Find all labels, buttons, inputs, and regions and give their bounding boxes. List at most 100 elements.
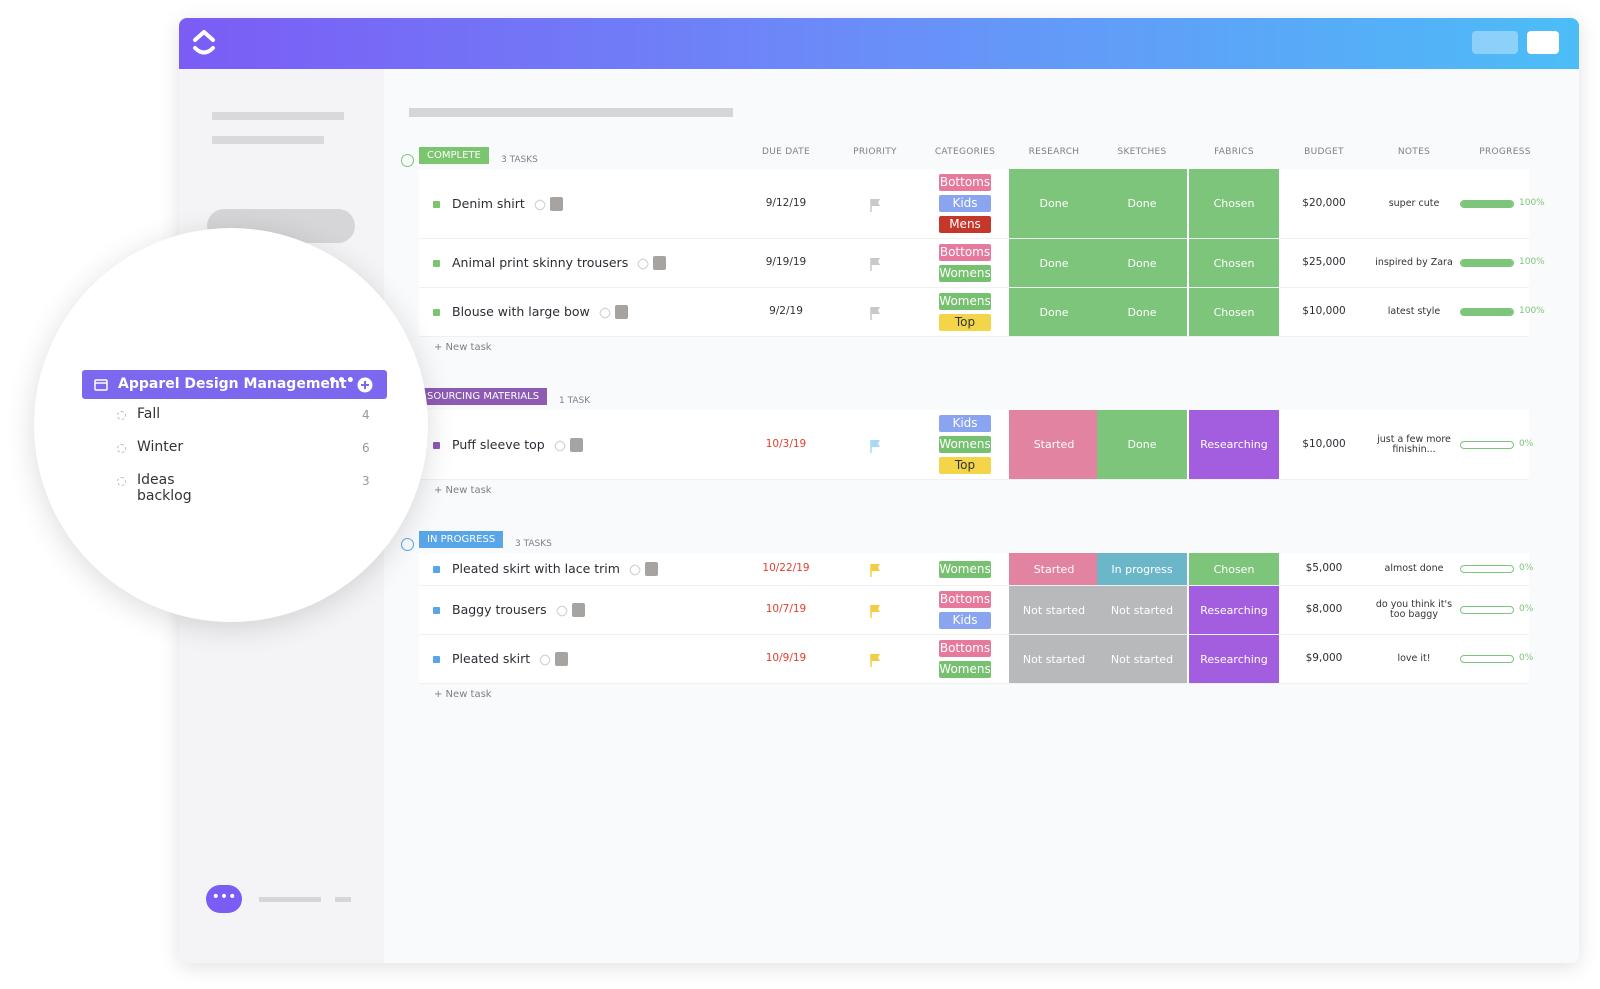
priority-flag[interactable] (869, 305, 881, 324)
progress-track (1460, 606, 1514, 614)
task-count: 3 TASKS (515, 539, 552, 549)
status-cell[interactable]: Done (1097, 410, 1187, 479)
priority-flag[interactable] (869, 652, 881, 671)
status-cell[interactable]: Done (1097, 239, 1187, 287)
task-dot (433, 200, 440, 208)
priority-flag[interactable] (869, 438, 881, 457)
notes: super cute (1388, 197, 1440, 209)
task-name[interactable]: Denim shirt (452, 195, 525, 211)
add-button[interactable] (357, 377, 373, 393)
budget: $5,000 (1305, 562, 1343, 574)
priority-flag[interactable] (869, 562, 881, 581)
new-task[interactable]: + New task (434, 689, 492, 700)
progress-label: 0% (1519, 438, 1534, 449)
attachment-icon (537, 652, 553, 668)
list-icon (117, 444, 126, 453)
task-row[interactable]: Puff sleeve top 10/3/19 Kids Womens Top Start… (419, 410, 1533, 480)
flag-icon (870, 439, 880, 453)
task-name[interactable]: Pleated skirt with lace trim (452, 561, 620, 576)
folder-item[interactable]: Apparel Design Management ••• (82, 370, 387, 399)
status-cell[interactable]: In progress (1097, 553, 1187, 585)
status-cell[interactable]: Chosen (1189, 239, 1279, 287)
status-cell[interactable]: Done (1009, 288, 1099, 336)
budget: $8,000 (1305, 603, 1343, 615)
task-name[interactable]: Baggy trousers (452, 602, 547, 617)
column-header: BUDGET (1304, 147, 1344, 157)
category-tag: Kids (939, 612, 991, 629)
category-tag: Womens (939, 560, 991, 578)
more-button[interactable]: ••• (328, 373, 355, 389)
priority-flag[interactable] (869, 256, 881, 275)
budget: $10,000 (1302, 305, 1346, 317)
status-cell[interactable]: Researching (1189, 635, 1279, 683)
list-icon (117, 411, 126, 420)
title-placeholder (409, 108, 733, 117)
task-row[interactable]: Pleated skirt with lace trim 10/22/19 Wome… (419, 553, 1533, 586)
category-tag: Kids (939, 415, 991, 432)
header-button[interactable] (1472, 31, 1518, 54)
task-row[interactable]: Animal print skinny trousers 9/19/19 Botto… (419, 239, 1545, 288)
group-toggle[interactable] (401, 538, 414, 551)
task-name[interactable]: Blouse with large bow (452, 304, 590, 319)
task-name[interactable]: Puff sleeve top (452, 436, 545, 452)
assignee-avatar (653, 256, 666, 270)
new-task[interactable]: + New task (434, 342, 492, 353)
status-cell[interactable]: Done (1009, 239, 1099, 287)
status-cell[interactable]: Not started (1097, 586, 1187, 634)
list-name[interactable]: Winter (137, 439, 184, 455)
attachment-icon (635, 256, 651, 272)
status-cell[interactable]: Chosen (1189, 553, 1279, 585)
task-dot (433, 607, 440, 614)
category-tag: Womens (939, 265, 991, 282)
category-tag: Womens (939, 293, 991, 310)
budget: $10,000 (1302, 437, 1346, 450)
task-row[interactable]: Pleated skirt 10/9/19 Bottoms Womens Not sta… (419, 635, 1533, 684)
flag-icon (870, 198, 880, 212)
category-tag: Top (939, 314, 991, 331)
progress-label: 100% (1519, 197, 1545, 208)
list-name[interactable]: Fall (137, 406, 161, 422)
column-header: DUE DATE (762, 147, 810, 157)
progress-label: 0% (1519, 653, 1534, 663)
progress-fill (1461, 200, 1513, 207)
category-tag: Bottoms (939, 174, 991, 191)
flag-icon (870, 307, 880, 320)
status-cell[interactable]: Researching (1189, 410, 1279, 479)
priority-flag[interactable] (869, 603, 881, 622)
logo (193, 30, 215, 55)
header-button[interactable] (1527, 31, 1559, 54)
notes: inspired by Zara (1375, 257, 1453, 268)
status-cell[interactable]: Not started (1097, 635, 1187, 683)
budget: $20,000 (1302, 196, 1346, 209)
status-cell[interactable]: Not started (1009, 635, 1099, 683)
progress-track (1460, 565, 1514, 573)
list-name[interactable]: Ideas backlog (137, 472, 192, 504)
group-toggle[interactable] (401, 154, 414, 167)
status-cell[interactable]: Started (1009, 553, 1099, 585)
progress-track (1460, 199, 1514, 208)
status-cell[interactable]: Started (1009, 410, 1099, 479)
status-cell[interactable]: Not started (1009, 586, 1099, 634)
status-cell[interactable]: Done (1009, 169, 1099, 238)
status-cell[interactable]: Chosen (1189, 288, 1279, 336)
task-row[interactable]: Baggy trousers 10/7/19 Bottoms Kids Not star… (419, 586, 1533, 635)
folder-icon (94, 379, 108, 391)
new-task[interactable]: + New task (434, 485, 492, 496)
due-date: 10/9/19 (765, 652, 807, 664)
column-header: CATEGORIES (934, 147, 996, 157)
folder-name: Apparel Design Management (118, 376, 347, 392)
list-count: 6 (362, 441, 370, 455)
status-cell[interactable]: Researching (1189, 586, 1279, 634)
status-cell[interactable]: Done (1097, 169, 1187, 238)
progress-label: 0% (1519, 604, 1534, 614)
chat-button[interactable]: ••• (206, 885, 242, 913)
assignee-avatar (570, 437, 583, 452)
task-name[interactable]: Animal print skinny trousers (452, 255, 629, 270)
status-cell[interactable]: Done (1097, 288, 1187, 336)
task-row[interactable]: Blouse with large bow 9/2/19 Womens Top Done… (419, 288, 1545, 337)
task-name[interactable]: Pleated skirt (452, 651, 531, 666)
attachment-icon (552, 438, 568, 453)
task-row[interactable]: Denim shirt 9/12/19 Bottoms Kids Mens Done Don… (419, 169, 1545, 239)
priority-flag[interactable] (869, 197, 881, 216)
status-cell[interactable]: Chosen (1189, 169, 1279, 238)
